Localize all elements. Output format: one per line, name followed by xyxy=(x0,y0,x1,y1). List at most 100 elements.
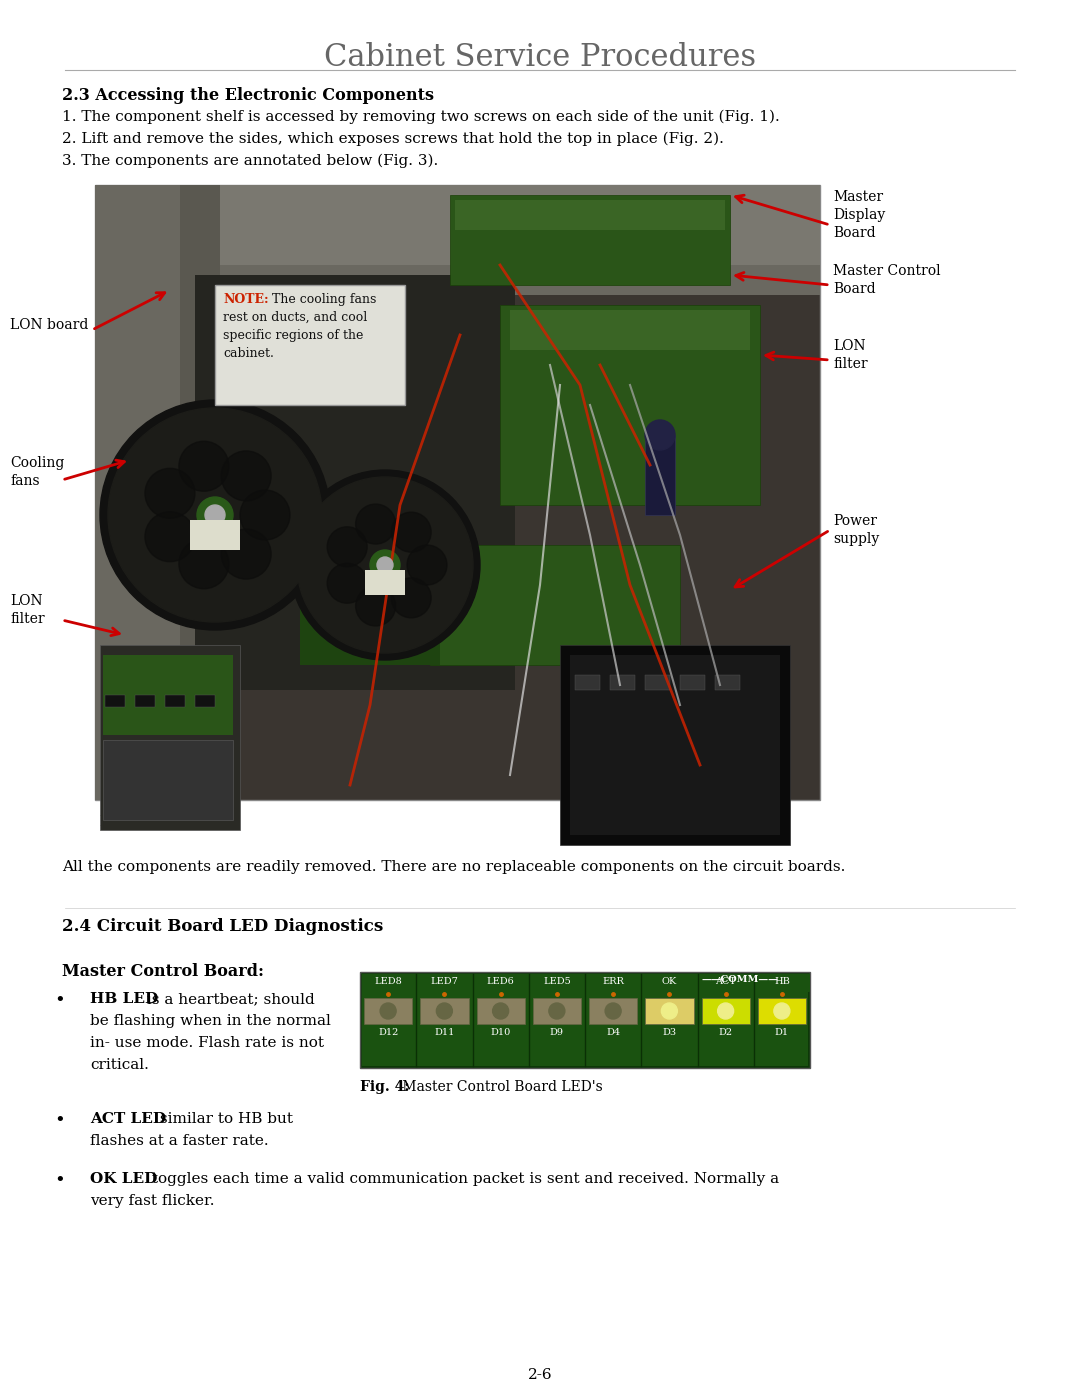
Text: is a heartbeat; should: is a heartbeat; should xyxy=(141,992,314,1006)
Text: •: • xyxy=(55,992,66,1010)
Bar xyxy=(570,655,780,835)
Text: toggles each time a valid communication packet is sent and received. Normally a: toggles each time a valid communication … xyxy=(147,1172,779,1186)
Bar xyxy=(362,974,808,1066)
Text: Master Control
Board: Master Control Board xyxy=(833,264,941,296)
Text: D10: D10 xyxy=(490,1028,511,1037)
Bar xyxy=(103,740,233,820)
Circle shape xyxy=(221,451,271,502)
Bar xyxy=(364,997,413,1024)
Text: LED7: LED7 xyxy=(431,977,458,986)
Text: LED8: LED8 xyxy=(375,977,402,986)
Bar xyxy=(532,997,581,1024)
Text: Master Control Board LED's: Master Control Board LED's xyxy=(399,1080,603,1094)
Circle shape xyxy=(221,529,271,580)
Bar xyxy=(670,974,810,992)
Bar xyxy=(575,675,600,690)
Text: OK LED: OK LED xyxy=(90,1172,158,1186)
Text: D11: D11 xyxy=(434,1028,455,1037)
Text: LED5: LED5 xyxy=(543,977,570,986)
Circle shape xyxy=(179,441,229,492)
Bar xyxy=(300,585,440,665)
Text: LON
filter: LON filter xyxy=(10,594,44,626)
Text: be flashing when in the normal: be flashing when in the normal xyxy=(90,1014,330,1028)
Bar xyxy=(645,997,693,1024)
Bar xyxy=(95,184,180,800)
Bar xyxy=(95,184,820,800)
Bar xyxy=(610,675,635,690)
Circle shape xyxy=(355,585,395,626)
Circle shape xyxy=(380,1003,396,1018)
Text: Figure 3: Figure 3 xyxy=(100,814,172,828)
Bar xyxy=(758,997,806,1024)
Text: ——COMM——: ——COMM—— xyxy=(702,975,779,983)
Text: D3: D3 xyxy=(662,1028,676,1037)
Text: ACT: ACT xyxy=(715,977,737,986)
Text: Cabinet Service Procedures: Cabinet Service Procedures xyxy=(324,42,756,73)
Text: ACT LED: ACT LED xyxy=(90,1112,166,1126)
Circle shape xyxy=(145,468,195,518)
Text: Fig. 4:: Fig. 4: xyxy=(360,1080,409,1094)
Text: specific regions of the: specific regions of the xyxy=(222,330,363,342)
Circle shape xyxy=(370,550,400,580)
Bar xyxy=(455,200,725,231)
Text: LON board: LON board xyxy=(10,319,89,332)
Circle shape xyxy=(291,469,480,659)
Circle shape xyxy=(240,490,291,541)
Bar xyxy=(680,675,705,690)
Text: LED6: LED6 xyxy=(487,977,514,986)
Text: OK: OK xyxy=(662,977,677,986)
Text: LON
filter: LON filter xyxy=(833,339,867,372)
Text: 3. The components are annotated below (Fig. 3).: 3. The components are annotated below (F… xyxy=(62,154,438,169)
Circle shape xyxy=(645,420,675,450)
Text: Master
Display
Board: Master Display Board xyxy=(833,190,886,240)
Circle shape xyxy=(327,563,367,604)
Circle shape xyxy=(197,497,233,534)
Bar xyxy=(95,265,820,295)
Bar xyxy=(103,655,233,735)
Circle shape xyxy=(100,400,330,630)
Circle shape xyxy=(145,511,195,562)
Circle shape xyxy=(717,1003,733,1018)
Text: D4: D4 xyxy=(606,1028,620,1037)
Text: •: • xyxy=(55,1172,66,1190)
Text: NOTE:: NOTE: xyxy=(222,293,269,306)
Text: in- use mode. Flash rate is not: in- use mode. Flash rate is not xyxy=(90,1037,324,1051)
Bar xyxy=(360,972,810,1067)
Text: critical.: critical. xyxy=(90,1058,149,1071)
Circle shape xyxy=(205,504,225,525)
Text: very fast flicker.: very fast flicker. xyxy=(90,1194,215,1208)
Text: D1: D1 xyxy=(774,1028,788,1037)
Bar xyxy=(645,434,675,515)
Bar xyxy=(430,545,680,665)
Text: Master Control Board:: Master Control Board: xyxy=(62,963,264,981)
Bar xyxy=(95,184,220,800)
Bar xyxy=(135,694,156,707)
Circle shape xyxy=(391,513,431,552)
Bar xyxy=(500,305,760,504)
Circle shape xyxy=(661,1003,677,1018)
Text: rest on ducts, and cool: rest on ducts, and cool xyxy=(222,312,367,324)
Text: 2-6: 2-6 xyxy=(528,1368,552,1382)
Bar xyxy=(715,675,740,690)
Text: 2.4 Circuit Board LED Diagnostics: 2.4 Circuit Board LED Diagnostics xyxy=(62,918,383,935)
Circle shape xyxy=(436,1003,453,1018)
Text: HB LED: HB LED xyxy=(90,992,159,1006)
Text: All the components are readily removed. There are no replaceable components on t: All the components are readily removed. … xyxy=(62,861,846,875)
Circle shape xyxy=(179,539,229,588)
Text: similar to HB but: similar to HB but xyxy=(156,1112,293,1126)
Bar xyxy=(476,997,525,1024)
Text: D9: D9 xyxy=(550,1028,564,1037)
Text: 2.3 Accessing the Electronic Components: 2.3 Accessing the Electronic Components xyxy=(62,87,434,103)
Bar xyxy=(100,645,240,830)
Text: 1. The component shelf is accessed by removing two screws on each side of the un: 1. The component shelf is accessed by re… xyxy=(62,110,780,124)
Text: flashes at a faster rate.: flashes at a faster rate. xyxy=(90,1134,269,1148)
Text: Cooling
fans: Cooling fans xyxy=(10,455,65,488)
Bar xyxy=(645,675,670,690)
Bar xyxy=(95,184,820,265)
Bar xyxy=(702,997,750,1024)
Bar xyxy=(561,645,789,845)
Text: Power
supply: Power supply xyxy=(833,514,879,546)
Bar xyxy=(195,694,215,707)
Text: The cooling fans: The cooling fans xyxy=(268,293,376,306)
Bar xyxy=(165,694,185,707)
